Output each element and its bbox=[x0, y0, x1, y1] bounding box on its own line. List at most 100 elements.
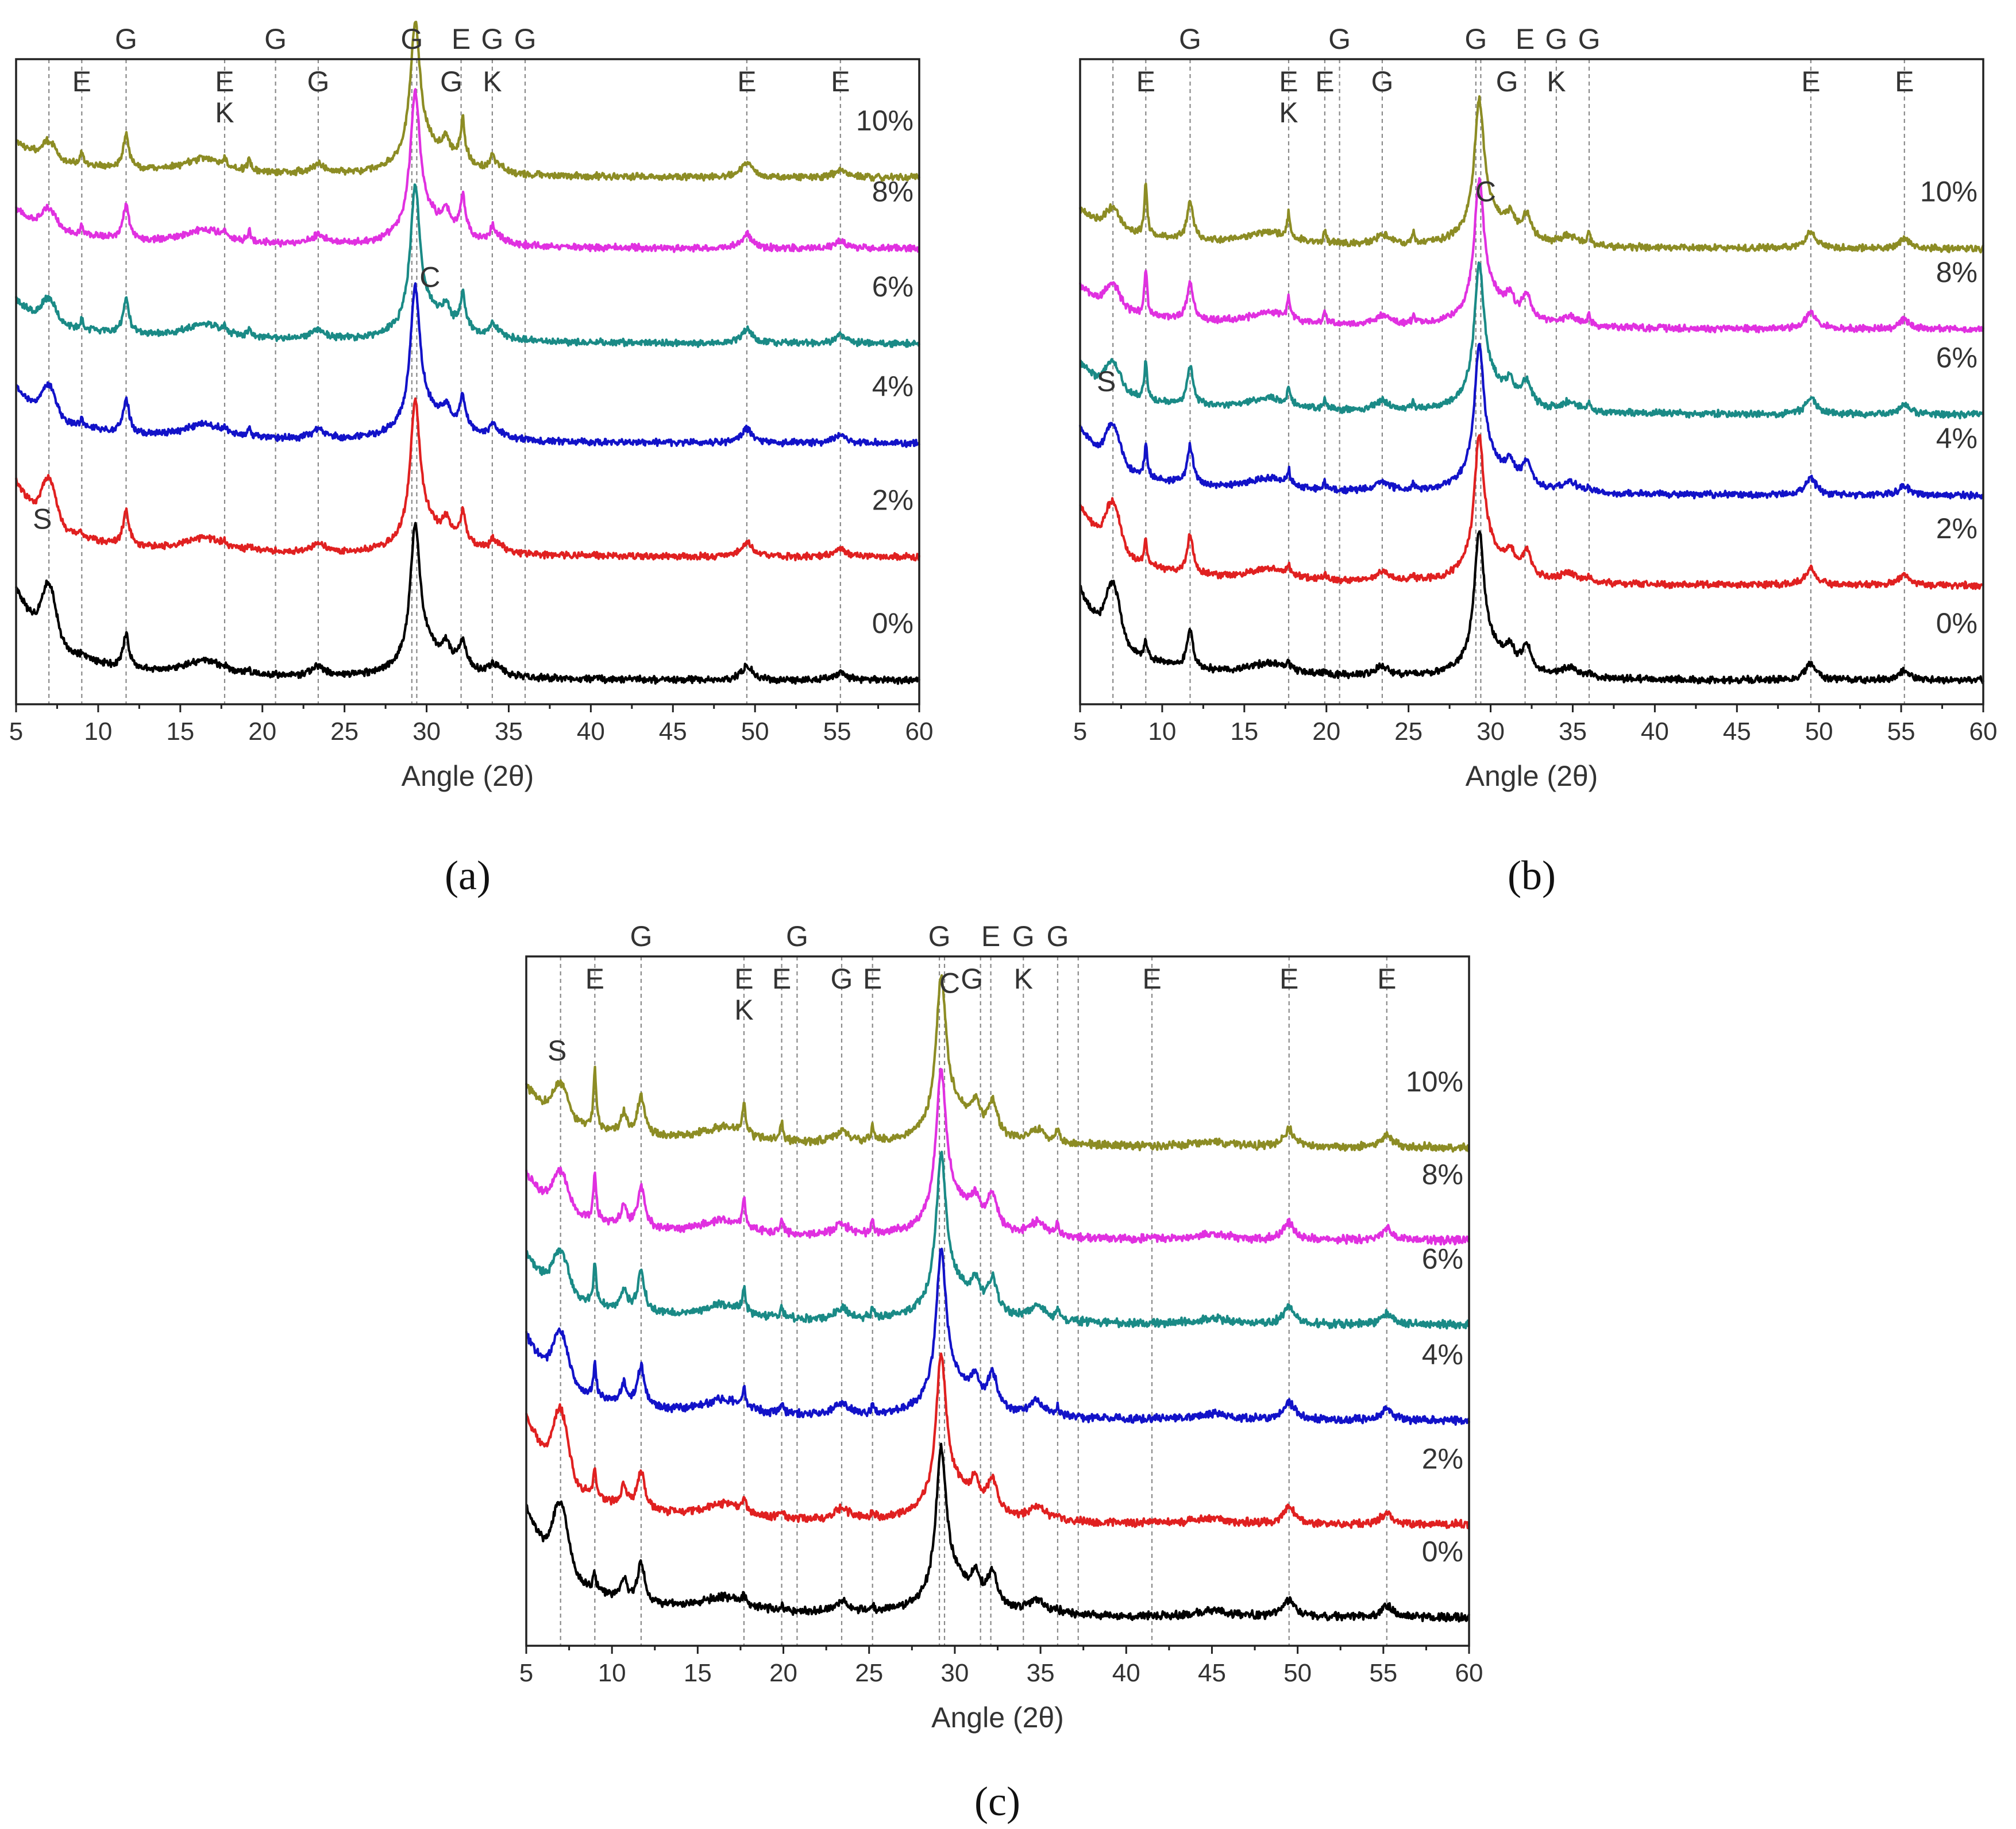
x-tick-label: 40 bbox=[1112, 1659, 1140, 1687]
panel-label: (c) bbox=[974, 1778, 1020, 1824]
phase-label: G bbox=[831, 963, 853, 995]
xrd-panel-a: 0%2%4%6%8%10%5 10 15 20 25 30 35 40 45 50 55 60Angl… bbox=[9, 21, 934, 898]
series-label: 2% bbox=[872, 484, 913, 516]
phase-annotation: C bbox=[1475, 176, 1496, 208]
phase-label: G bbox=[1179, 23, 1201, 55]
x-tick-label: 20 bbox=[1312, 717, 1340, 746]
plot-frame bbox=[525, 955, 1470, 1647]
x-axis-title: Angle (2θ) bbox=[931, 1701, 1064, 1734]
phase-label: E bbox=[1142, 963, 1161, 995]
x-tick-label: 55 bbox=[1887, 717, 1915, 746]
phase-label: G bbox=[481, 23, 503, 55]
phase-label: E bbox=[72, 65, 91, 98]
x-tick-label: 60 bbox=[905, 717, 934, 746]
phase-label: G bbox=[928, 920, 951, 952]
phase-label: E bbox=[1279, 65, 1298, 98]
x-tick-label: 50 bbox=[1805, 717, 1833, 746]
plot-frame bbox=[1079, 58, 1984, 705]
phase-annotation: S bbox=[548, 1035, 566, 1067]
series-label: 8% bbox=[1422, 1159, 1463, 1191]
x-tick-label: 45 bbox=[1198, 1659, 1226, 1687]
phase-label: G bbox=[1371, 65, 1393, 98]
phase-label: G bbox=[307, 65, 329, 98]
series-label: 6% bbox=[1936, 342, 1978, 374]
series-label: 10% bbox=[856, 105, 913, 137]
phase-label: E bbox=[1377, 963, 1396, 995]
series-curve-2pct bbox=[525, 1352, 1470, 1530]
series-label: 4% bbox=[872, 370, 913, 402]
phase-label: G bbox=[1328, 23, 1351, 55]
phase-label: E bbox=[452, 23, 471, 55]
x-tick-label: 15 bbox=[166, 717, 194, 746]
series-label: 0% bbox=[872, 607, 913, 639]
panel-label: (a) bbox=[445, 852, 491, 898]
x-axis-title: Angle (2θ) bbox=[402, 760, 534, 792]
phase-label: G bbox=[1496, 65, 1518, 98]
phase-annotation: S bbox=[1097, 365, 1116, 398]
series-curve-4pct bbox=[525, 1247, 1471, 1426]
x-tick-label: 50 bbox=[1283, 1659, 1312, 1687]
phase-label: E bbox=[772, 963, 791, 995]
series-curve-6pct bbox=[14, 183, 921, 348]
series-label: 8% bbox=[1936, 256, 1978, 288]
panel-label: (b) bbox=[1508, 852, 1556, 898]
x-tick-label: 5 bbox=[1073, 717, 1087, 746]
x-tick-label: 55 bbox=[1369, 1659, 1397, 1687]
series-curve-8pct bbox=[14, 88, 920, 253]
x-tick-label: 40 bbox=[577, 717, 605, 746]
x-tick-label: 30 bbox=[413, 717, 441, 746]
phase-label: E bbox=[863, 963, 882, 995]
x-tick-label: 60 bbox=[1455, 1659, 1483, 1687]
phase-label: E bbox=[585, 963, 604, 995]
series-label: 0% bbox=[1936, 607, 1978, 639]
x-tick-label: 35 bbox=[1559, 717, 1587, 746]
x-axis-title: Angle (2θ) bbox=[1466, 760, 1598, 792]
series-curve-8pct bbox=[1078, 177, 1985, 334]
x-tick-label: 25 bbox=[1394, 717, 1423, 746]
phase-label: E bbox=[215, 65, 234, 98]
phase-label: G bbox=[786, 920, 808, 952]
x-tick-label: 15 bbox=[1230, 717, 1258, 746]
phase-annotation: S bbox=[33, 503, 52, 535]
series-label: 4% bbox=[1422, 1338, 1463, 1371]
series-curve-2pct bbox=[14, 397, 921, 562]
x-tick-label: 35 bbox=[495, 717, 523, 746]
x-tick-label: 45 bbox=[1723, 717, 1751, 746]
series-curve-6pct bbox=[1079, 261, 1984, 420]
phase-label: G bbox=[1464, 23, 1487, 55]
phase-label: E bbox=[737, 65, 756, 98]
phase-label: E bbox=[981, 920, 1000, 952]
x-tick-label: 55 bbox=[823, 717, 851, 746]
phase-label: G bbox=[264, 23, 287, 55]
x-tick-label: 15 bbox=[684, 1659, 712, 1687]
phase-label: G bbox=[1012, 920, 1035, 952]
series-curve-2pct bbox=[1079, 434, 1984, 591]
phase-label: K bbox=[215, 97, 234, 129]
x-tick-label: 45 bbox=[659, 717, 687, 746]
phase-label: K bbox=[734, 994, 753, 1026]
series-curve-6pct bbox=[526, 1151, 1470, 1330]
phase-label: G bbox=[115, 23, 137, 55]
phase-label: K bbox=[483, 65, 502, 98]
series-curve-0pct bbox=[14, 522, 921, 685]
series-curve-0pct bbox=[1080, 530, 1985, 685]
phase-label: G bbox=[1545, 23, 1567, 55]
series-label: 2% bbox=[1936, 512, 1978, 545]
phase-label: E bbox=[831, 65, 850, 98]
series-curve-4pct bbox=[1078, 342, 1984, 500]
series-curve-10pct bbox=[525, 974, 1470, 1153]
series-curve-10pct bbox=[1078, 95, 1984, 254]
phase-label: G bbox=[440, 65, 462, 98]
series-label: 2% bbox=[1422, 1442, 1463, 1475]
x-tick-label: 5 bbox=[9, 717, 23, 746]
phase-label: E bbox=[1801, 65, 1820, 98]
phase-label: G bbox=[1578, 23, 1601, 55]
x-tick-label: 25 bbox=[855, 1659, 883, 1687]
x-tick-label: 10 bbox=[84, 717, 112, 746]
phase-label: G bbox=[630, 920, 652, 952]
x-tick-label: 20 bbox=[248, 717, 276, 746]
series-label: 6% bbox=[872, 271, 913, 303]
series-curve-4pct bbox=[16, 282, 921, 448]
series-label: 0% bbox=[1422, 1535, 1463, 1568]
x-tick-label: 10 bbox=[598, 1659, 626, 1687]
